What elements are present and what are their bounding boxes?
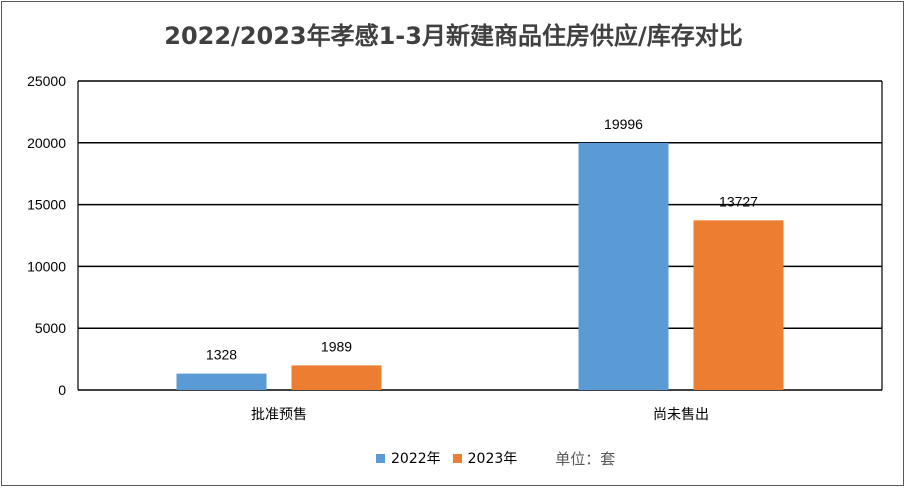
legend-item-2023: 2023年 xyxy=(452,448,518,468)
y-tick-label: 0 xyxy=(58,382,66,398)
bar xyxy=(291,365,382,390)
legend-label-2023: 2023年 xyxy=(467,451,518,467)
data-label: 19996 xyxy=(604,116,643,132)
legend-item-2022: 2022年 xyxy=(376,448,441,468)
legend-label-2022: 2022年 xyxy=(391,451,441,467)
y-axis: 0 5000 10000 15000 20000 25000 xyxy=(27,73,66,398)
y-tick-label: 15000 xyxy=(27,197,66,213)
bar xyxy=(578,142,669,390)
y-tick-label: 10000 xyxy=(27,258,66,274)
legend-swatch-2023 xyxy=(452,453,462,463)
x-axis: 批准预售 尚未售出 xyxy=(251,407,709,423)
x-category-label: 尚未售出 xyxy=(653,407,709,423)
x-category-label: 批准预售 xyxy=(251,407,307,423)
bar xyxy=(176,373,267,390)
data-label: 1989 xyxy=(321,338,352,354)
y-tick-label: 5000 xyxy=(35,320,66,336)
y-tick-label: 20000 xyxy=(27,135,66,151)
data-label: 13727 xyxy=(719,193,758,209)
y-tick-label: 25000 xyxy=(27,73,66,89)
unit-label: 单位：套 xyxy=(555,449,616,468)
bars: 1328 1989 19996 13727 xyxy=(176,116,784,390)
data-label: 1328 xyxy=(206,347,237,363)
legend-swatch-2022 xyxy=(376,453,385,463)
bar xyxy=(693,220,784,390)
chart-title: 2022/2023年孝感1-3月新建商品住房供应/库存对比 xyxy=(164,22,743,50)
legend: 2022年 2023年 单位：套 xyxy=(376,447,615,469)
